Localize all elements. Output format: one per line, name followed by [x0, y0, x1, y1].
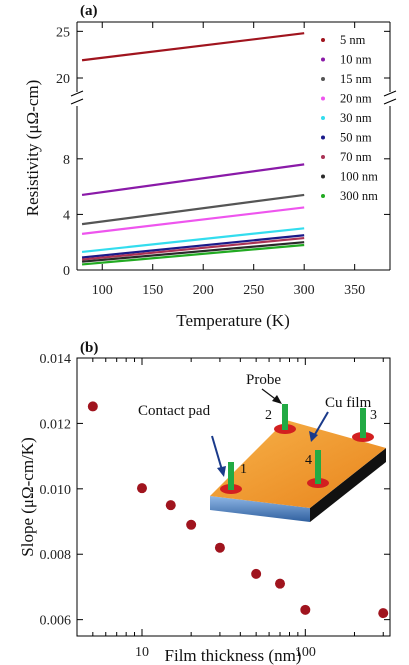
legend-marker: [321, 116, 325, 120]
panel-a-x-tick-label: 350: [344, 283, 365, 298]
cu-film-surface: [210, 420, 386, 508]
legend-marker: [321, 174, 325, 179]
panel-a-x-axis-title: Temperature (K): [176, 311, 290, 330]
probe-number-3: 3: [370, 408, 377, 423]
data-point: [186, 519, 197, 530]
data-point: [378, 608, 389, 619]
panel-a-x-tick-label: 250: [243, 283, 264, 298]
probe-2: [282, 404, 288, 430]
panel-a-x-tick-label: 100: [92, 283, 113, 298]
panel-a-legend: 5 nm 10 nm 15 nm 20 nm 30 nm 50 nm 70 nm 100 nm…: [321, 33, 378, 203]
panel-a-y-ticks: 0 4 8 20 25: [56, 25, 390, 279]
series-line-100-nm: [81, 241, 305, 263]
panel-a-series-lines: [81, 32, 305, 266]
axis-break-right: [383, 90, 397, 105]
probe-3: [360, 408, 366, 438]
panel-b-y-tick-label: 0.010: [40, 483, 72, 498]
series-line-300-nm: [81, 243, 305, 266]
panel-a-y-tick-label: 4: [63, 208, 70, 223]
probe-number-2: 2: [265, 408, 272, 423]
panel-b-frame: [76, 357, 391, 637]
label-probe: Probe: [246, 372, 281, 388]
panel-b-x-tick-label: 10: [135, 645, 149, 660]
data-point: [275, 578, 286, 589]
probe-4: [315, 450, 321, 484]
series-line-30-nm: [81, 227, 305, 254]
data-point: [87, 401, 98, 412]
probe-number-4: 4: [305, 453, 312, 468]
panel-a-x-ticks: 100 150 200 250 300 350: [92, 22, 365, 298]
legend-label: 300 nm: [340, 189, 378, 203]
panel-a-y-tick-label: 8: [63, 153, 70, 168]
series-line-10-nm: [81, 163, 305, 197]
panel-b-y-ticks: 0.006 0.008 0.010 0.012 0.014: [40, 352, 390, 629]
probe-1: [228, 462, 234, 490]
panel-a-x-tick-label: 150: [142, 283, 163, 298]
label-cu-film: Cu film: [325, 395, 372, 411]
arrow-probe: [261, 388, 282, 404]
series-line-50-nm: [81, 234, 305, 259]
legend-label: 20 nm: [340, 92, 372, 106]
panel-b-data-points: [87, 401, 389, 619]
panel-b-y-tick-label: 0.008: [40, 548, 72, 563]
panel-b-y-tick-label: 0.012: [40, 417, 72, 432]
panel-a-y-tick-label: 20: [56, 72, 70, 87]
panel-a: (a) 100 150 200 250 300 350 0 4 8 20 25 5 nm 10 nm…: [23, 3, 397, 330]
panel-a-y-tick-label: 25: [56, 25, 70, 40]
legend-label: 5 nm: [340, 33, 366, 47]
panel-b-tag: (b): [80, 340, 98, 356]
inset-illustration: 1 2 3 4 Probe Cu film Contact pad: [138, 372, 386, 522]
panel-b-y-tick-label: 0.014: [40, 352, 72, 367]
panel-b-y-axis-title: Slope (μΩ-cm/K): [18, 437, 37, 556]
series-line-20-nm: [81, 206, 305, 235]
legend-marker: [321, 77, 325, 81]
legend-marker: [321, 38, 325, 42]
series-line-5-nm: [81, 32, 305, 62]
panel-a-x-tick-label: 200: [193, 283, 214, 298]
substrate-front-face: [210, 496, 310, 522]
panel-b: (b) 10 100 0.006 0.008 0.010 0.012 0.014: [18, 340, 391, 665]
legend-label: 30 nm: [340, 111, 372, 125]
panel-a-tag: (a): [80, 3, 98, 19]
panel-b-x-axis-title: Film thickness (nm): [165, 646, 302, 665]
data-point: [165, 500, 176, 511]
series-line-70-nm: [81, 236, 305, 261]
legend-marker: [321, 194, 325, 198]
panel-a-y-axis-title: Resistivity (μΩ-cm): [23, 80, 42, 216]
panel-b-y-tick-label: 0.006: [40, 614, 72, 629]
legend-marker: [321, 135, 325, 140]
legend-label: 70 nm: [340, 150, 372, 164]
arrow-cu-film: [309, 411, 329, 442]
label-contact-pad: Contact pad: [138, 403, 211, 419]
legend-marker: [321, 96, 325, 101]
legend-label: 50 nm: [340, 131, 372, 145]
axis-break-left: [70, 90, 84, 105]
arrow-contact-pad: [211, 435, 226, 477]
legend-label: 10 nm: [340, 53, 372, 67]
series-line-15-nm: [81, 193, 305, 226]
data-point: [136, 483, 147, 494]
panel-a-x-tick-label: 300: [294, 283, 315, 298]
substrate-side-face: [310, 448, 386, 522]
data-point: [251, 568, 262, 579]
panel-b-x-ticks: 10 100: [76, 358, 384, 660]
legend-marker: [321, 57, 325, 62]
legend-marker: [321, 155, 325, 159]
probe-number-1: 1: [240, 462, 247, 477]
data-point: [300, 604, 311, 615]
data-point: [214, 542, 225, 553]
panel-b-x-tick-label: 100: [295, 645, 316, 660]
panel-a-y-tick-label: 0: [63, 264, 70, 279]
legend-label: 100 nm: [340, 170, 378, 184]
legend-label: 15 nm: [340, 72, 372, 86]
